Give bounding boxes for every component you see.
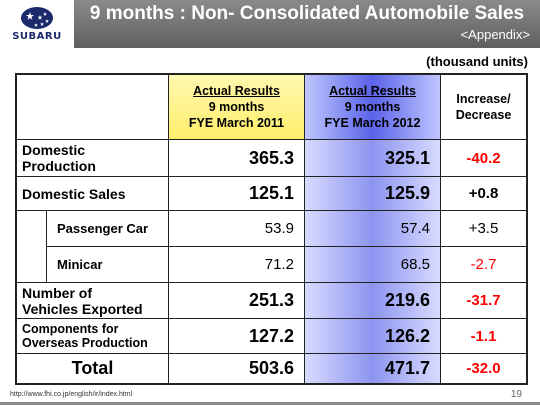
- row-label-line2: Overseas Production: [22, 336, 148, 350]
- value-change: -31.7: [441, 283, 526, 319]
- slide-title: 9 months : Non- Consolidated Automobile …: [89, 3, 525, 24]
- value-change: -1.1: [441, 319, 526, 354]
- change-header-line1: Increase/: [456, 92, 511, 106]
- fy2011-header-line2: 9 months: [208, 100, 265, 114]
- row-label-line1: Components for: [22, 322, 119, 336]
- column-header-fy2012: Actual Results 9 months FYE March 2012: [305, 75, 441, 140]
- fy2011-header-line1: Actual Results: [193, 84, 280, 98]
- value-fy2012: 125.9: [305, 177, 441, 211]
- header-empty-cell: [17, 75, 169, 140]
- value-change: -2.7: [441, 247, 526, 283]
- logo-wordmark: SUBARU: [12, 31, 62, 42]
- fy2012-header-line1: Actual Results: [329, 84, 416, 98]
- row-label-total: Total: [17, 354, 169, 383]
- row-label-line1: Number of: [22, 284, 92, 301]
- value-change: +0.8: [441, 177, 526, 211]
- row-label-passenger-car: Passenger Car: [47, 211, 169, 247]
- row-label-line2: Production: [22, 158, 96, 174]
- footer-url: http://www.fhi.co.jp/english/ir/index.ht…: [10, 391, 133, 398]
- page-number: 19: [510, 389, 522, 400]
- value-fy2011: 503.6: [169, 354, 305, 383]
- column-header-fy2011: Actual Results 9 months FYE March 2011: [169, 75, 305, 140]
- value-change: -40.2: [441, 140, 526, 177]
- row-label-minicar: Minicar: [47, 247, 169, 283]
- footer-divider: [0, 402, 540, 405]
- value-change: +3.5: [441, 211, 526, 247]
- row-label-line2: Vehicles Exported: [22, 300, 143, 317]
- change-header-line2: Decrease: [455, 108, 512, 122]
- title-bar: 9 months : Non- Consolidated Automobile …: [74, 0, 540, 48]
- slide-header: SUBARU 9 months : Non- Consolidated Auto…: [0, 0, 540, 48]
- row-label-vehicles-exported: Number of Vehicles Exported: [17, 283, 169, 319]
- row-label-domestic-sales: Domestic Sales: [17, 177, 169, 211]
- units-label: (thousand units): [426, 54, 528, 69]
- sales-table: Actual Results 9 months FYE March 2011 A…: [15, 73, 528, 385]
- row-label-domestic-production: Domestic Production: [17, 140, 169, 177]
- value-fy2011: 71.2: [169, 247, 305, 283]
- value-fy2012: 325.1: [305, 140, 441, 177]
- value-fy2011: 251.3: [169, 283, 305, 319]
- row-label-line1: Domestic: [22, 142, 86, 158]
- row-label-components-overseas: Components for Overseas Production: [17, 319, 169, 354]
- value-change: -32.0: [466, 360, 501, 377]
- value-fy2012: 57.4: [305, 211, 441, 247]
- subaru-logo: SUBARU: [0, 0, 74, 48]
- value-fy2012: 219.6: [305, 283, 441, 319]
- value-fy2012: 471.7: [305, 354, 441, 383]
- fy2011-header-line3: FYE March 2011: [188, 116, 285, 130]
- fy2012-header-line3: FYE March 2012: [324, 116, 421, 130]
- column-header-change: Increase/ Decrease: [441, 75, 526, 140]
- value-fy2012: 68.5: [305, 247, 441, 283]
- value-fy2011: 53.9: [169, 211, 305, 247]
- value-fy2012: 126.2: [305, 319, 441, 354]
- subaru-stars-icon: [21, 7, 53, 29]
- value-fy2011: 127.2: [169, 319, 305, 354]
- fy2012-header-line2: 9 months: [344, 100, 401, 114]
- value-fy2011: 125.1: [169, 177, 305, 211]
- value-fy2011: 365.3: [169, 140, 305, 177]
- indent-spacer: [17, 211, 47, 283]
- slide-subtitle: <Appendix>: [460, 27, 530, 42]
